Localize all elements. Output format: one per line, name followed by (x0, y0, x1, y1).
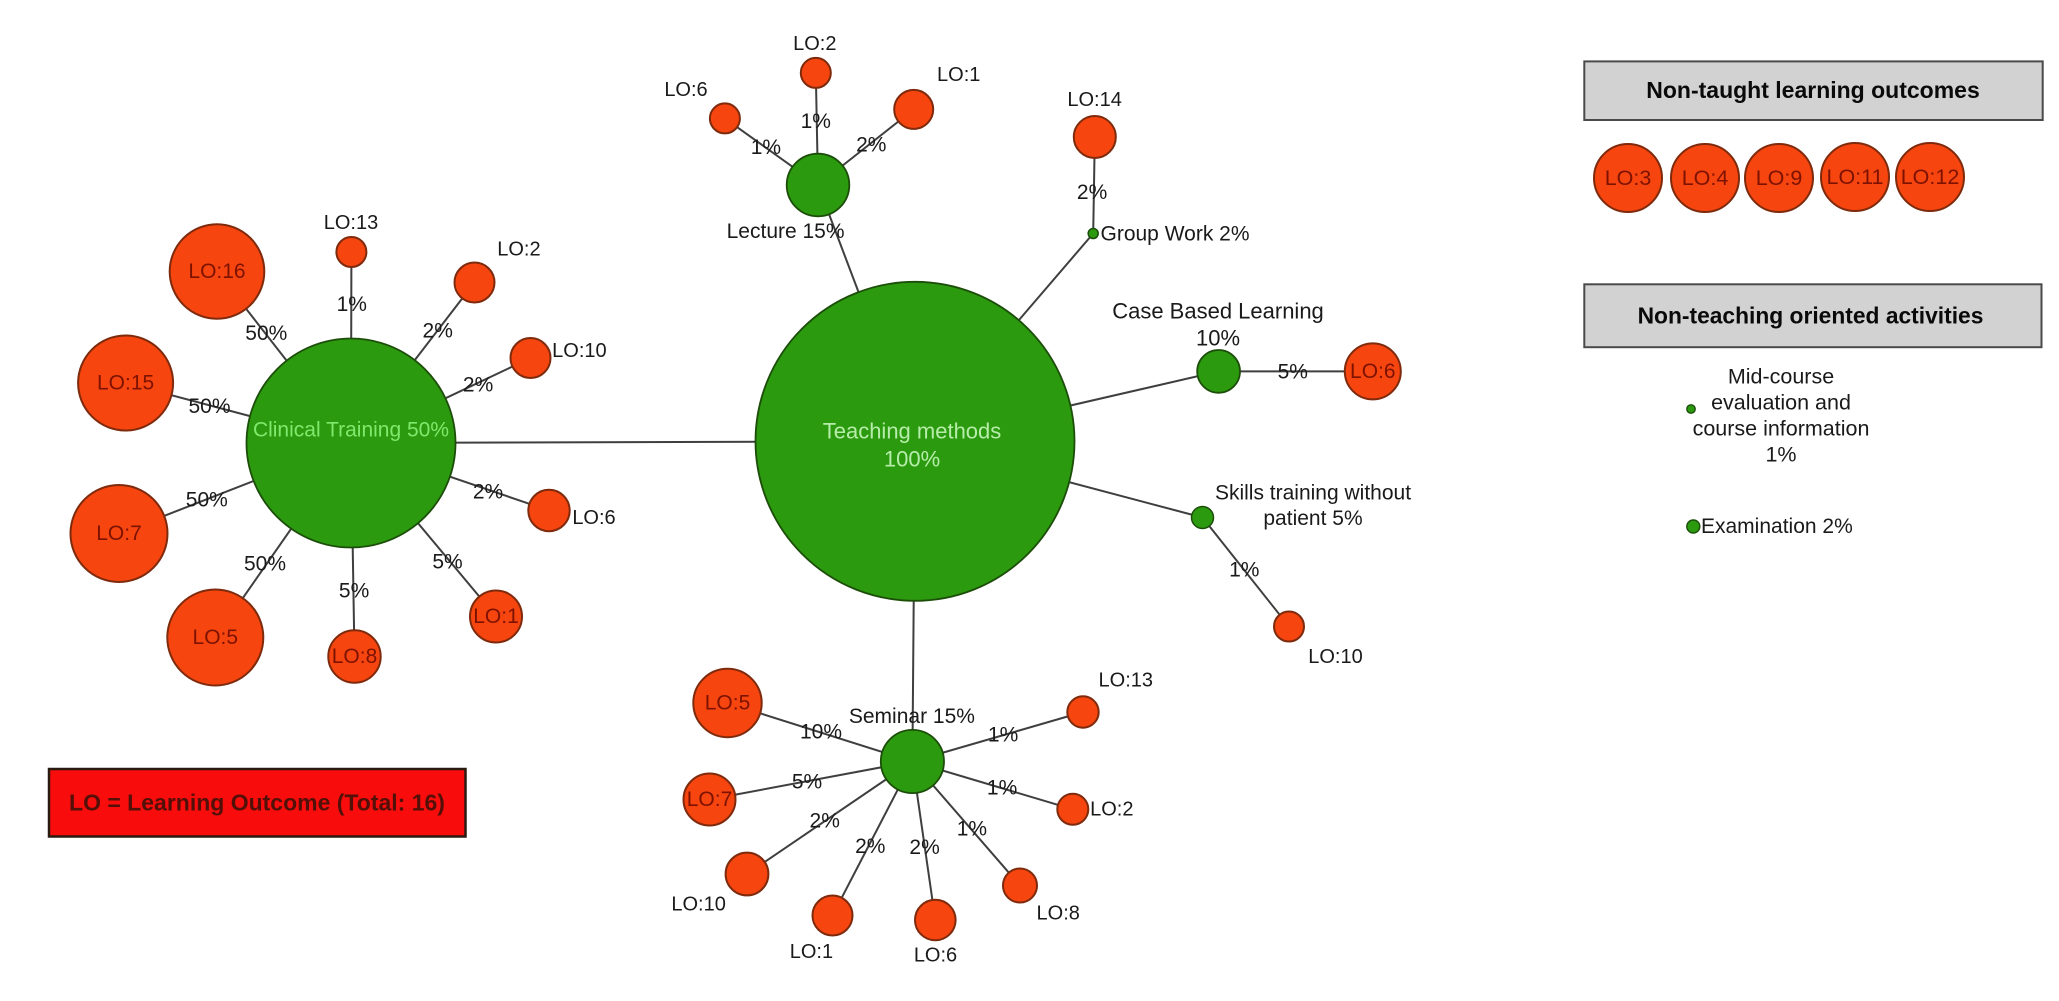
svg-text:LO:7: LO:7 (687, 788, 733, 811)
svg-text:LO:16: LO:16 (188, 260, 245, 283)
svg-text:LO:9: LO:9 (1756, 166, 1803, 190)
svg-text:Non-teaching oriented activiti: Non-teaching oriented activities (1638, 302, 1984, 328)
svg-text:LO:14: LO:14 (1067, 89, 1121, 111)
svg-text:LO:15: LO:15 (97, 372, 154, 395)
svg-text:10%: 10% (1196, 326, 1240, 351)
svg-text:Examination 2%: Examination 2% (1701, 515, 1853, 538)
svg-text:patient 5%: patient 5% (1263, 507, 1362, 530)
svg-text:1%: 1% (337, 293, 367, 316)
svg-text:LO:1: LO:1 (937, 64, 980, 86)
svg-text:LO:6: LO:6 (914, 945, 957, 967)
svg-text:Case Based Learning: Case Based Learning (1112, 299, 1324, 324)
svg-text:LO:11: LO:11 (1827, 165, 1884, 189)
svg-text:LO:3: LO:3 (1605, 166, 1652, 190)
svg-text:LO:12: LO:12 (1901, 165, 1960, 189)
svg-text:Skills training without: Skills training without (1215, 482, 1411, 505)
svg-text:2%: 2% (855, 835, 885, 858)
svg-text:LO:2: LO:2 (793, 33, 836, 55)
svg-text:LO:10: LO:10 (552, 340, 606, 362)
svg-text:course information: course information (1693, 417, 1870, 441)
svg-text:Teaching methods: Teaching methods (823, 419, 1002, 444)
svg-text:LO:10: LO:10 (671, 894, 725, 916)
svg-text:100%: 100% (884, 447, 940, 472)
svg-text:LO:1: LO:1 (790, 941, 833, 963)
svg-text:1%: 1% (988, 723, 1018, 746)
svg-text:2%: 2% (810, 810, 840, 833)
svg-text:1%: 1% (1765, 443, 1796, 467)
svg-text:LO:2: LO:2 (1090, 799, 1133, 821)
svg-text:LO:13: LO:13 (1099, 669, 1153, 691)
svg-text:LO:6: LO:6 (572, 507, 615, 529)
svg-text:LO:6: LO:6 (664, 79, 707, 101)
svg-text:LO:8: LO:8 (332, 645, 378, 668)
svg-text:LO:6: LO:6 (1350, 360, 1396, 383)
svg-text:50%: 50% (188, 395, 230, 418)
svg-text:1%: 1% (751, 136, 781, 159)
svg-text:5%: 5% (792, 771, 822, 794)
svg-text:Non-taught learning outcomes: Non-taught learning outcomes (1646, 77, 1980, 103)
svg-text:1%: 1% (987, 777, 1017, 800)
svg-text:5%: 5% (339, 580, 369, 603)
svg-text:2%: 2% (909, 836, 939, 859)
svg-text:Seminar 15%: Seminar 15% (849, 705, 975, 728)
svg-text:1%: 1% (1229, 559, 1259, 582)
svg-text:1%: 1% (957, 818, 987, 841)
svg-text:Mid-course: Mid-course (1728, 365, 1834, 389)
svg-text:2%: 2% (856, 133, 886, 156)
svg-text:LO:5: LO:5 (193, 626, 239, 649)
svg-text:LO:8: LO:8 (1037, 903, 1080, 925)
svg-text:LO:10: LO:10 (1308, 646, 1362, 668)
svg-text:LO:4: LO:4 (1682, 166, 1729, 190)
svg-text:2%: 2% (463, 374, 493, 397)
svg-text:50%: 50% (244, 553, 286, 576)
svg-text:LO:13: LO:13 (324, 212, 378, 234)
svg-text:2%: 2% (473, 481, 503, 504)
svg-text:1%: 1% (801, 110, 831, 133)
svg-text:LO:1: LO:1 (473, 605, 519, 628)
svg-text:LO:2: LO:2 (497, 239, 540, 261)
svg-text:5%: 5% (432, 551, 462, 574)
svg-text:50%: 50% (186, 489, 228, 512)
svg-text:evaluation and: evaluation and (1711, 391, 1851, 415)
svg-text:10%: 10% (800, 721, 842, 744)
svg-text:2%: 2% (423, 320, 453, 343)
svg-text:50%: 50% (245, 322, 287, 345)
svg-text:2%: 2% (1077, 181, 1107, 204)
svg-text:Group Work 2%: Group Work 2% (1101, 223, 1250, 246)
svg-text:5%: 5% (1278, 361, 1308, 384)
svg-text:LO:7: LO:7 (96, 522, 142, 545)
svg-text:LO = Learning Outcome (Total:: LO = Learning Outcome (Total: 16) (69, 790, 445, 816)
svg-text:Lecture 15%: Lecture 15% (727, 220, 845, 243)
svg-text:LO:5: LO:5 (705, 692, 751, 715)
svg-text:Clinical Training 50%: Clinical Training 50% (253, 419, 449, 442)
